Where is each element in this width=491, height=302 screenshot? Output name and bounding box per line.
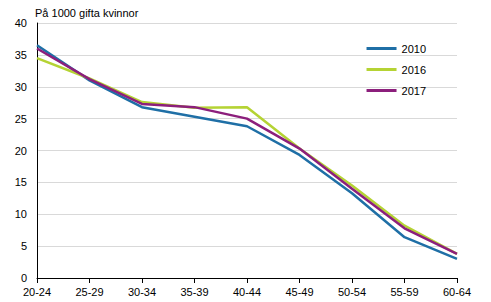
svg-text:20: 20 (15, 145, 27, 157)
svg-text:2016: 2016 (402, 64, 426, 76)
svg-text:25-29: 25-29 (75, 286, 103, 298)
svg-text:15: 15 (15, 176, 27, 188)
svg-text:40-44: 40-44 (233, 286, 261, 298)
svg-text:10: 10 (15, 208, 27, 220)
svg-text:30-34: 30-34 (128, 286, 156, 298)
svg-text:50-54: 50-54 (338, 286, 366, 298)
svg-text:2010: 2010 (402, 43, 426, 55)
svg-text:20-24: 20-24 (23, 286, 51, 298)
svg-text:5: 5 (21, 240, 27, 252)
svg-text:25: 25 (15, 113, 27, 125)
svg-text:35-39: 35-39 (180, 286, 208, 298)
svg-text:55-59: 55-59 (390, 286, 418, 298)
svg-text:45-49: 45-49 (285, 286, 313, 298)
svg-text:30: 30 (15, 81, 27, 93)
svg-text:På 1000 gifta kvinnor: På 1000 gifta kvinnor (35, 7, 139, 19)
svg-text:35: 35 (15, 49, 27, 61)
svg-text:60-64: 60-64 (443, 286, 471, 298)
svg-text:40: 40 (15, 17, 27, 29)
svg-text:0: 0 (21, 272, 27, 284)
svg-text:2017: 2017 (402, 85, 426, 97)
